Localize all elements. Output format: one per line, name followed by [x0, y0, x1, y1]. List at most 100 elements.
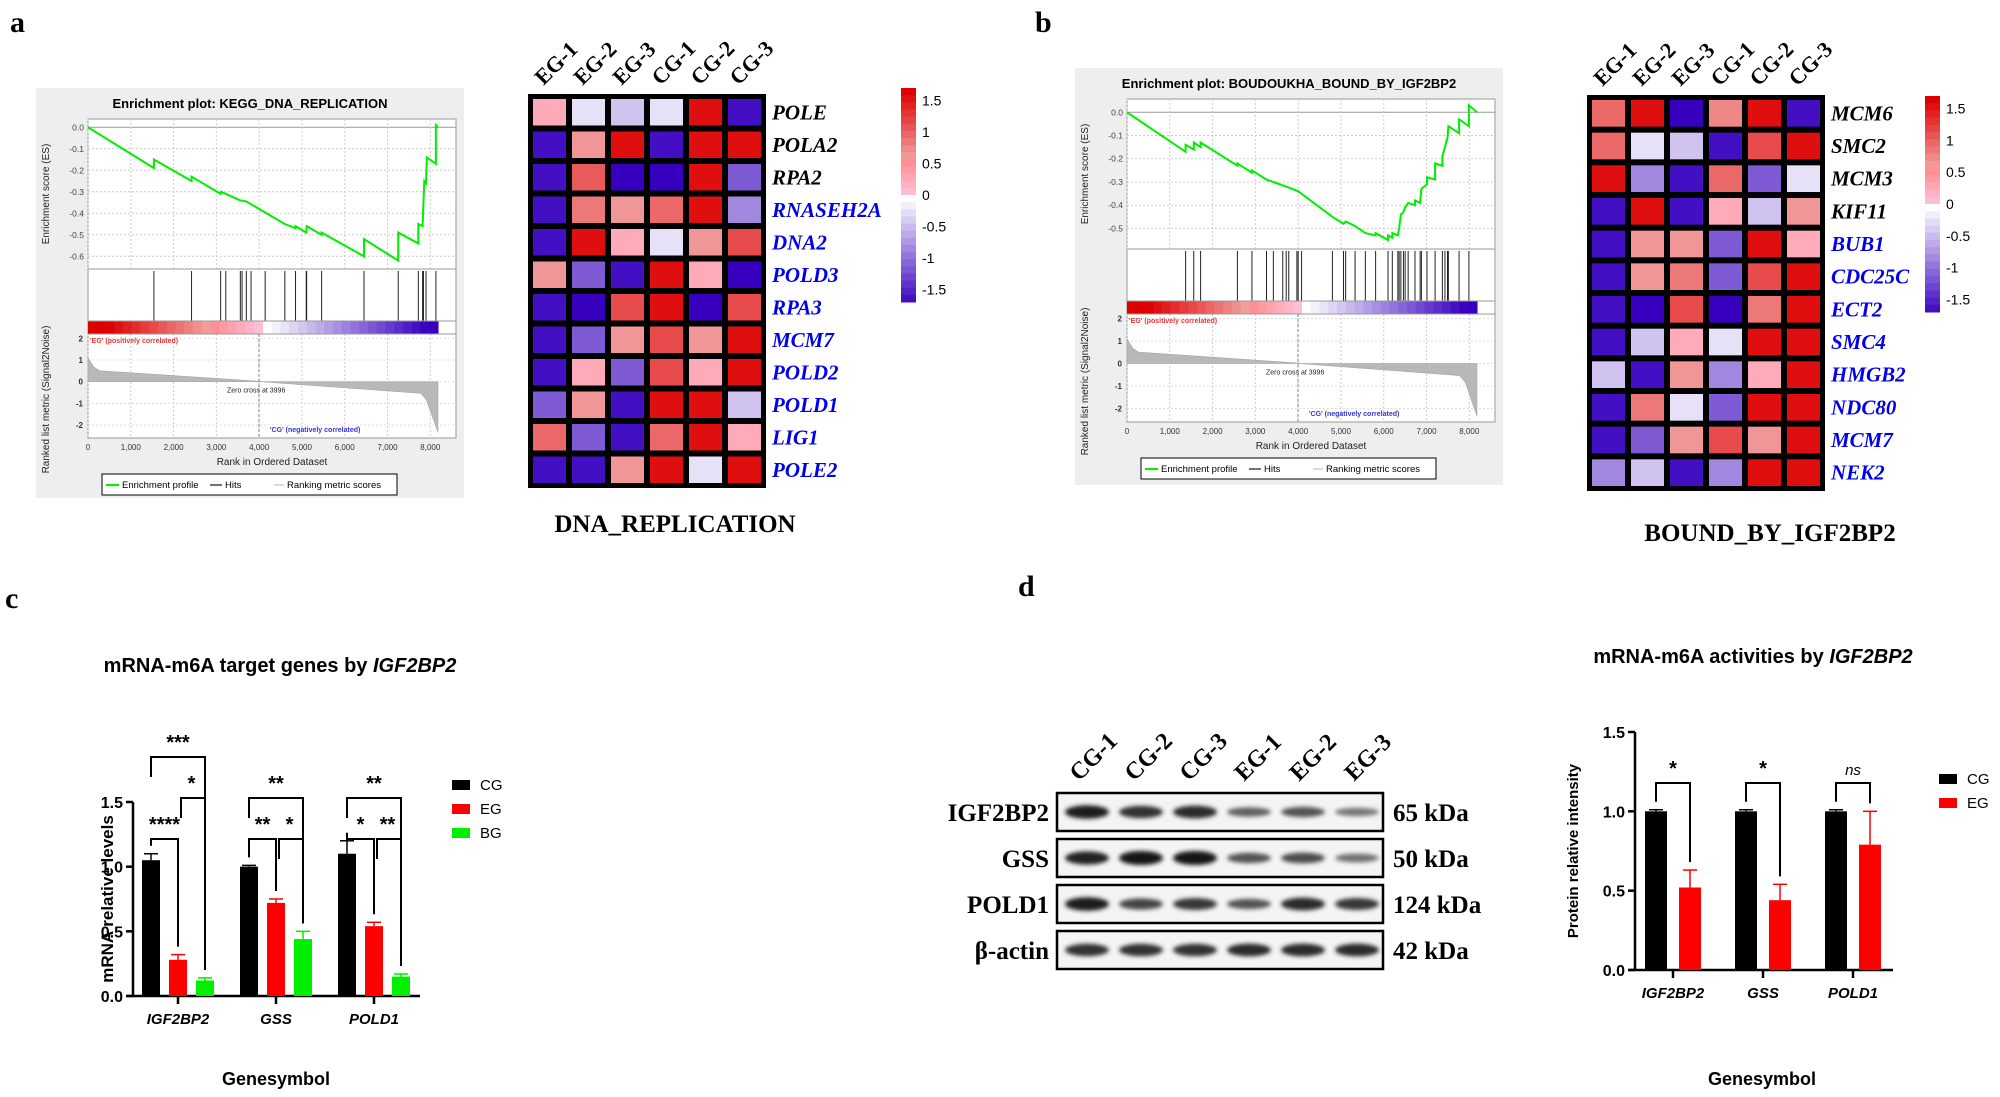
heatmap-cell: [1631, 230, 1664, 258]
x-tick-label: 0: [1125, 427, 1130, 436]
heatmap-cell: [728, 131, 761, 158]
es-axis-label: Enrichment score (ES): [41, 144, 52, 245]
heatmap-cell: [533, 229, 566, 256]
colorbar-segment: [1925, 247, 1940, 255]
rank-color-segment: [1267, 301, 1277, 314]
legend-swatch-bg: [452, 828, 470, 838]
rank-color-segment: [368, 321, 378, 334]
heatmap-cell: [728, 456, 761, 483]
colorbar-segment: [1925, 103, 1940, 111]
heatmap-cell: [728, 294, 761, 321]
rank-color-segment: [1415, 301, 1426, 314]
panel-label-c: c: [5, 582, 19, 615]
colorbar-segment: [1925, 168, 1940, 176]
bar-eg: [1859, 844, 1881, 970]
metric-tick-label: -2: [1115, 405, 1123, 414]
heatmap-cell: [611, 294, 644, 321]
heatmap-cell: [1670, 100, 1703, 127]
heatmap-cell: [1631, 328, 1664, 356]
y-tick-label: 0.5: [1603, 884, 1625, 901]
heatmap-cell: [1748, 100, 1781, 127]
rank-color-segment: [1144, 301, 1154, 314]
x-tick-label: 6,000: [335, 443, 356, 452]
chart-title-gene: IGF2BP2: [373, 655, 456, 677]
colorbar-segment: [901, 130, 916, 139]
heatmap-cell: [611, 326, 644, 353]
significance-label: **: [268, 773, 284, 795]
heatmap-cell: [611, 359, 644, 386]
significance-label: **: [366, 773, 382, 795]
rank-color-segment: [1258, 301, 1268, 314]
colorbar-segment: [1925, 139, 1940, 147]
gsea-title: Enrichment plot: BOUDOUKHA_BOUND_BY_IGF2…: [1122, 76, 1456, 91]
rank-color-segment: [140, 321, 150, 334]
significance-label: ns: [1845, 762, 1861, 779]
protein-label: GSS: [1002, 846, 1049, 873]
heatmap-cell: [1631, 198, 1664, 225]
es-tick-label: -0.2: [69, 165, 84, 175]
x-tick-label: IGF2BP2: [1642, 985, 1705, 1002]
bar-cg: [1735, 811, 1757, 970]
negative-correlation-label: 'CG' (negatively correlated): [1309, 411, 1399, 418]
heatmap-cell: [533, 131, 566, 158]
y-tick-label: 0.0: [101, 989, 123, 1006]
colorbar-segment: [1925, 196, 1940, 205]
heatmap-cell: [1748, 198, 1781, 225]
rank-color-segment: [254, 321, 264, 334]
blot-strip: [1055, 929, 1385, 971]
heatmap-cell: [650, 326, 683, 353]
x-tick-label: POLD1: [1828, 985, 1878, 1002]
colorbar-segment: [1925, 261, 1940, 270]
heatmap-cell: [1787, 100, 1820, 127]
x-axis-label: Rank in Ordered Dataset: [217, 457, 328, 468]
rank-color-segment: [306, 321, 317, 334]
significance-bracket: [1655, 782, 1691, 863]
x-tick-label: 1,000: [121, 443, 142, 452]
heatmap-cell: [1631, 132, 1664, 160]
positive-correlation-label: 'EG' (positively correlated): [90, 338, 178, 345]
bar-cg: [240, 866, 258, 996]
significance-bracket: [248, 838, 277, 891]
heatmap-cell: [689, 424, 722, 451]
heatmap-row-label: POLE: [771, 100, 827, 124]
heatmap-cell: [689, 359, 722, 386]
heatmap-cell: [1592, 296, 1625, 323]
colorbar-tick-label: 0: [1946, 196, 1954, 212]
heatmap-cell: [533, 294, 566, 321]
colorbar-segment: [1925, 182, 1940, 191]
colorbar-segment: [901, 259, 916, 267]
ranking-metric-area: [87, 356, 439, 433]
panel-label-b: b: [1035, 6, 1052, 39]
heatmap-cell: [1709, 263, 1742, 290]
heatmap-title: BOUND_BY_IGF2BP2: [1644, 520, 1895, 547]
blot-band: [1119, 943, 1163, 957]
rank-color-segment: [1127, 301, 1137, 314]
x-tick-label: 8,000: [420, 443, 441, 452]
rank-color-segment: [385, 321, 395, 334]
heatmap-cell: [533, 196, 566, 223]
rank-color-segment: [236, 321, 247, 334]
es-tick-label: -0.4: [1108, 200, 1123, 210]
heatmap-cell: [728, 261, 761, 288]
heatmap-row-label: POLA2: [771, 133, 838, 157]
colorbar-segment: [1925, 304, 1940, 313]
significance-bracket: [346, 797, 402, 967]
heatmap-cell: [572, 424, 605, 451]
heatmap-cell: [650, 99, 683, 126]
rank-color-segment: [1328, 301, 1338, 314]
heatmap-cell: [1787, 296, 1820, 323]
heatmap-cell: [1670, 426, 1703, 454]
heatmap-cell: [1748, 165, 1781, 192]
rank-color-segment: [280, 321, 290, 334]
heatmap-cell: [689, 391, 722, 418]
zero-cross-label: Zero cross at 3996: [1266, 370, 1324, 377]
legend-label: Hits: [225, 480, 242, 491]
blot-band: [1281, 806, 1325, 818]
rank-color-segment: [184, 321, 194, 334]
heatmap-cell: [1787, 198, 1820, 225]
rank-color-segment: [1249, 301, 1259, 314]
es-tick-label: -0.5: [69, 230, 84, 240]
